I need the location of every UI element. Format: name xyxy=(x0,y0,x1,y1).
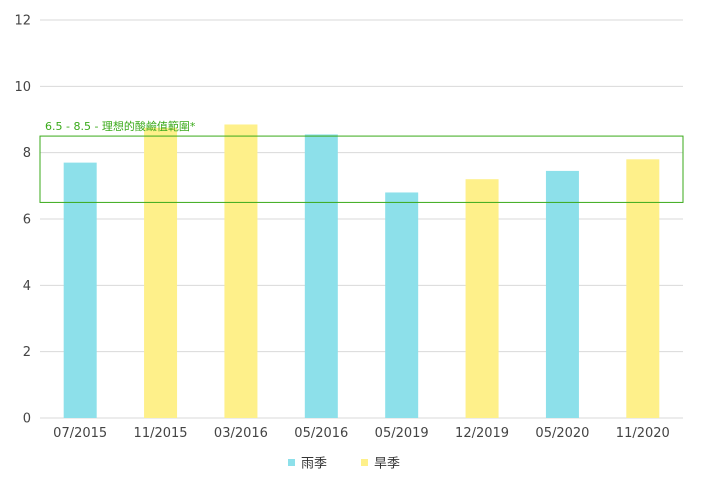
ideal-band-rect xyxy=(39,135,684,203)
x-tick-label: 07/2015 xyxy=(53,426,107,441)
bar-05-2016[interactable] xyxy=(304,134,338,419)
y-tick-label: 8 xyxy=(23,146,31,161)
y-tick-label: 4 xyxy=(23,279,31,294)
bar-03-2016[interactable] xyxy=(224,124,258,418)
legend[interactable]: 雨季 旱季 xyxy=(288,457,400,472)
x-tick-label: 11/2015 xyxy=(134,426,188,441)
x-tick-label: 03/2016 xyxy=(214,426,268,441)
x-tick-label: 05/2020 xyxy=(535,426,589,441)
legend-swatch-rain xyxy=(288,459,295,466)
bar-12-2019[interactable] xyxy=(465,179,499,418)
bar-05-2020[interactable] xyxy=(545,170,579,418)
legend-swatch-dry xyxy=(361,459,368,466)
x-tick-label: 05/2016 xyxy=(294,426,348,441)
ideal-ph-band: 6.5 - 8.5 - 理想的酸鹼值範圍* xyxy=(39,119,684,203)
bar-11-2020[interactable] xyxy=(626,159,660,419)
bar-05-2019[interactable] xyxy=(385,192,419,418)
x-tick-label: 11/2020 xyxy=(616,426,670,441)
x-tick-label: 12/2019 xyxy=(455,426,509,441)
bars xyxy=(63,124,660,419)
gridlines xyxy=(40,19,683,419)
ideal-band-label: 6.5 - 8.5 - 理想的酸鹼值範圍* xyxy=(45,119,196,133)
y-tick-label: 12 xyxy=(14,14,31,29)
axes: 0 2 4 6 8 10 12 07/2015 11/2015 03/2016 05/2016 05/… xyxy=(14,14,669,442)
y-tick-label: 6 xyxy=(23,213,31,228)
legend-label-dry[interactable]: 旱季 xyxy=(374,457,400,472)
y-tick-label: 0 xyxy=(23,412,31,427)
bar-07-2015[interactable] xyxy=(63,162,97,418)
bar-11-2015[interactable] xyxy=(144,127,178,419)
x-tick-label: 05/2019 xyxy=(375,426,429,441)
y-tick-label: 10 xyxy=(14,80,31,95)
y-tick-label: 2 xyxy=(23,345,31,360)
legend-label-rain[interactable]: 雨季 xyxy=(301,457,327,472)
